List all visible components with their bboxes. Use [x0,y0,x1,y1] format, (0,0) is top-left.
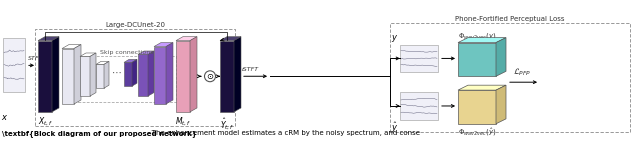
Polygon shape [96,64,104,88]
Bar [35,29,235,126]
Text: $\hat{y}$: $\hat{y}$ [391,121,398,135]
Polygon shape [496,85,506,124]
Bar [78,56,176,102]
Polygon shape [104,61,109,88]
Text: $\hat{Y}_{t,f}$: $\hat{Y}_{t,f}$ [220,116,234,132]
Text: $y$: $y$ [391,33,398,44]
Bar [390,23,630,132]
Polygon shape [458,90,496,124]
Text: $\odot$: $\odot$ [206,72,214,81]
Circle shape [205,71,216,82]
Polygon shape [80,56,90,96]
Polygon shape [176,41,190,112]
Polygon shape [458,43,496,76]
Polygon shape [190,37,197,112]
Text: $X_{t,f}$: $X_{t,f}$ [38,116,52,128]
Text: Large-DCUnet-20: Large-DCUnet-20 [105,22,165,28]
Polygon shape [90,53,96,96]
Polygon shape [458,85,506,90]
Text: $\cdots$: $\cdots$ [111,67,122,77]
Polygon shape [220,37,241,41]
Polygon shape [124,62,132,86]
Text: STFT: STFT [28,56,44,61]
Polygon shape [96,61,109,64]
Polygon shape [234,37,241,112]
Polygon shape [496,38,506,76]
Polygon shape [220,41,234,112]
Text: Phone-Fortified Perceptual Loss: Phone-Fortified Perceptual Loss [455,16,564,22]
Text: $M_{t,f}$: $M_{t,f}$ [175,116,191,128]
Text: $\Phi_{wav2vec}(y)$: $\Phi_{wav2vec}(y)$ [458,31,496,41]
Polygon shape [176,37,197,41]
Polygon shape [138,51,154,54]
Text: $x$: $x$ [1,113,8,122]
Text: $\Phi_{wav2vec}(\hat{y})$: $\Phi_{wav2vec}(\hat{y})$ [458,127,496,138]
Polygon shape [38,41,52,112]
Text: \textbf{Block diagram of our proposed network}: \textbf{Block diagram of our proposed ne… [2,130,197,137]
Polygon shape [62,45,81,49]
Polygon shape [138,54,148,96]
Text: iSTFT: iSTFT [241,67,259,72]
Polygon shape [38,37,59,41]
Text: $\mathcal{L}_{PFP}$: $\mathcal{L}_{PFP}$ [513,67,531,78]
Bar [400,92,438,120]
Polygon shape [74,45,81,104]
Bar [3,38,25,92]
Text: Skip connections: Skip connections [100,50,154,55]
Polygon shape [124,59,137,62]
Text: The enhancement model estimates a cRM by the noisy spectrum, and conse: The enhancement model estimates a cRM by… [145,130,420,136]
Polygon shape [166,43,173,104]
Polygon shape [132,59,137,86]
Polygon shape [154,47,166,104]
Polygon shape [148,51,154,96]
Polygon shape [80,53,96,56]
Polygon shape [62,49,74,104]
Polygon shape [458,38,506,43]
Bar [400,45,438,72]
Polygon shape [154,43,173,47]
Polygon shape [52,37,59,112]
